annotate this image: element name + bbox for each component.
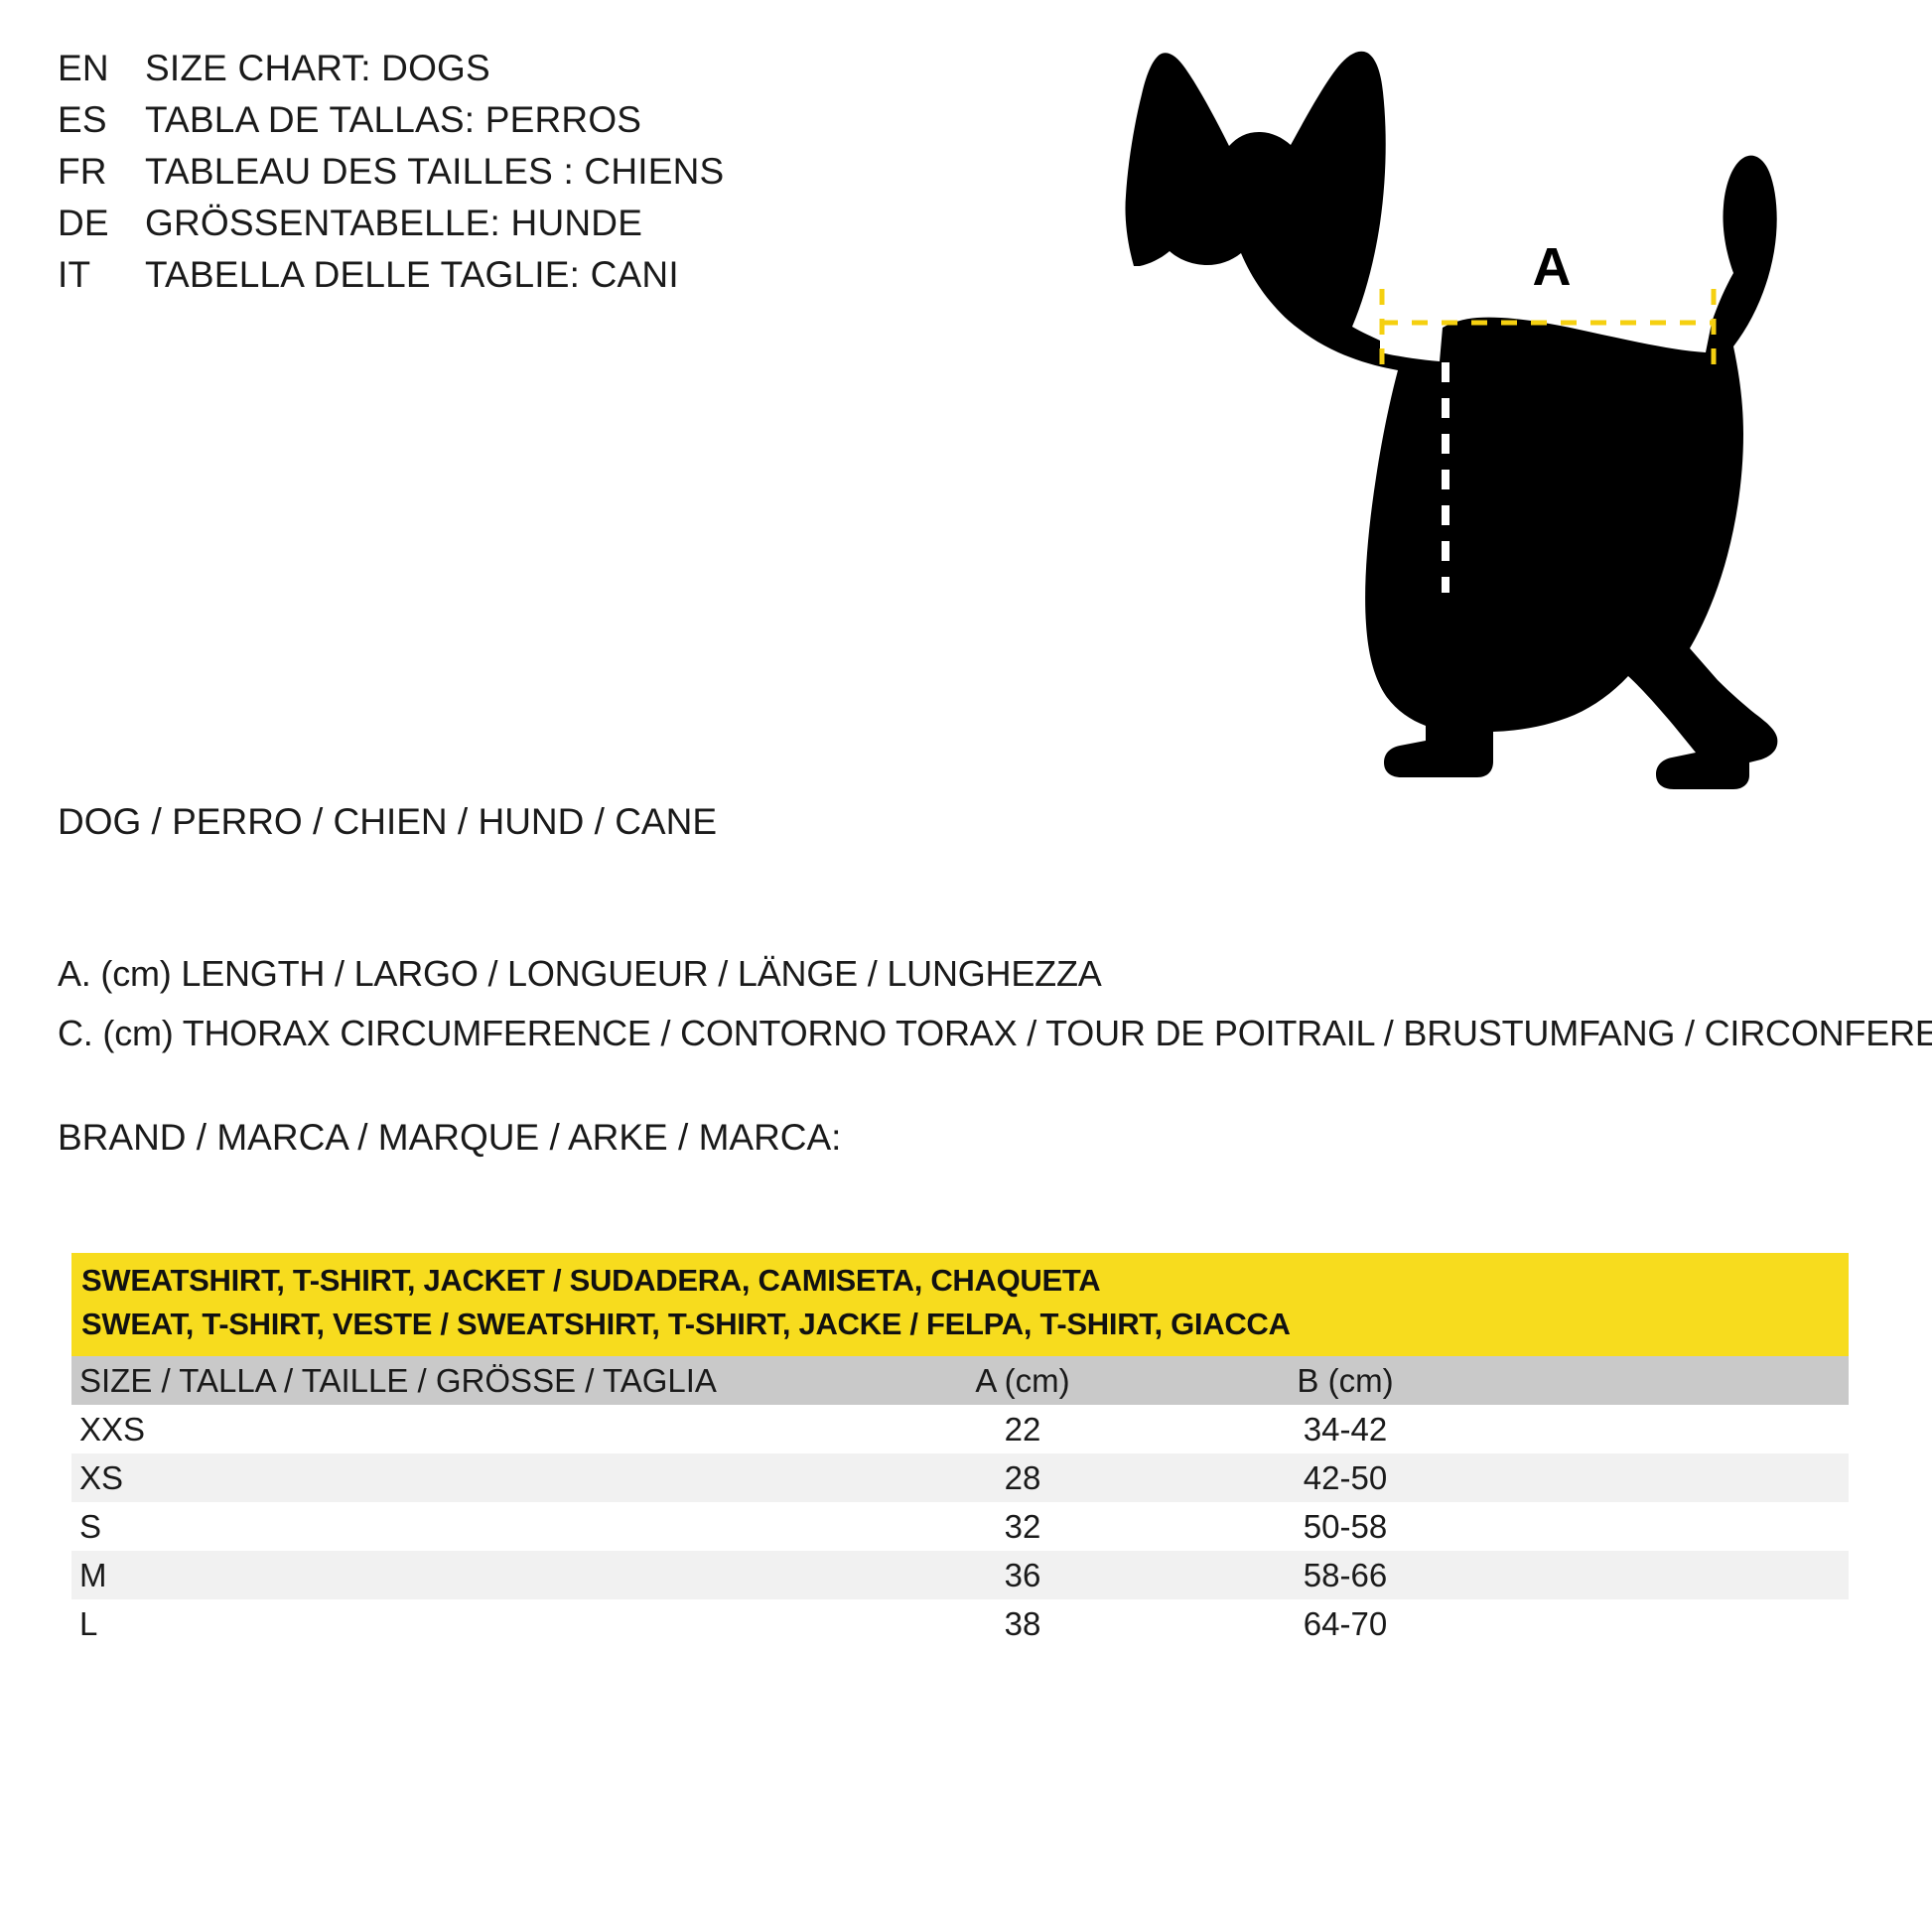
table-head: SIZE / TALLA / TAILLE / GRÖSSE / TAGLIA … bbox=[71, 1356, 1849, 1405]
measure-label-b: B bbox=[1428, 613, 1466, 672]
measurement-legend-c: C. (cm) THORAX CIRCUMFERENCE / CONTORNO … bbox=[58, 1013, 1932, 1053]
language-title-it: TABELLA DELLE TAGLIE: CANI bbox=[145, 254, 679, 295]
cell-spacer bbox=[1509, 1405, 1849, 1453]
language-code-de: DE bbox=[58, 203, 109, 243]
cell-spacer bbox=[1509, 1551, 1849, 1599]
brand-label: BRAND / MARCA / MARQUE / ARKE / MARCA: bbox=[58, 1117, 842, 1158]
table-row: XXS 22 34-42 bbox=[71, 1405, 1849, 1453]
banner-line-1: SWEATSHIRT, T-SHIRT, JACKET / SUDADERA, … bbox=[81, 1263, 1101, 1298]
language-title-fr: TABLEAU DES TAILLES : CHIENS bbox=[145, 151, 725, 192]
dog-caption-label: DOG / PERRO / CHIEN / HUND / CANE bbox=[58, 801, 718, 842]
cell-spacer bbox=[1509, 1502, 1849, 1551]
language-row-en: EN SIZE CHART: DOGS bbox=[58, 48, 892, 99]
cell-size: M bbox=[79, 1556, 107, 1593]
cell-spacer bbox=[1509, 1453, 1849, 1502]
column-header-size: SIZE / TALLA / TAILLE / GRÖSSE / TAGLIA bbox=[79, 1361, 717, 1399]
cell-size: XS bbox=[79, 1458, 124, 1496]
table-row: L 38 64-70 bbox=[71, 1599, 1849, 1648]
column-header-a: A (cm) bbox=[975, 1361, 1070, 1399]
measurement-legend-a: A. (cm) LENGTH / LARGO / LONGUEUR / LÄNG… bbox=[58, 953, 1102, 994]
dog-body-shape bbox=[1125, 51, 1778, 789]
language-title-en: SIZE CHART: DOGS bbox=[145, 48, 490, 88]
cell-b: 50-58 bbox=[1303, 1507, 1388, 1545]
size-chart-table-wrapper: SWEATSHIRT, T-SHIRT, JACKET / SUDADERA, … bbox=[71, 1253, 1849, 1648]
cell-a: 28 bbox=[1004, 1458, 1041, 1496]
table-body: XXS 22 34-42 XS 28 42-50 S 32 50-58 M 36… bbox=[71, 1405, 1849, 1648]
cell-b: 64-70 bbox=[1303, 1604, 1388, 1642]
banner-line-2: SWEAT, T-SHIRT, VESTE / SWEATSHIRT, T-SH… bbox=[81, 1307, 1291, 1341]
measure-marker-a bbox=[1379, 289, 1717, 365]
cell-a: 22 bbox=[1004, 1410, 1041, 1448]
table-row: S 32 50-58 bbox=[71, 1502, 1849, 1551]
column-header-spacer bbox=[1509, 1356, 1849, 1405]
language-row-fr: FR TABLEAU DES TAILLES : CHIENS bbox=[58, 151, 892, 203]
cell-size: XXS bbox=[79, 1410, 146, 1448]
language-header-block: EN SIZE CHART: DOGS ES TABLA DE TALLAS: … bbox=[58, 48, 892, 306]
language-row-it: IT TABELLA DELLE TAGLIE: CANI bbox=[58, 254, 892, 306]
table-category-banner: SWEATSHIRT, T-SHIRT, JACKET / SUDADERA, … bbox=[71, 1253, 1849, 1356]
language-code-fr: FR bbox=[58, 151, 107, 192]
language-code-it: IT bbox=[58, 254, 91, 295]
language-title-de: GRÖSSENTABELLE: HUNDE bbox=[145, 203, 643, 243]
measurement-legend: A. (cm) LENGTH / LARGO / LONGUEUR / LÄNG… bbox=[58, 953, 1932, 1072]
cell-a: 38 bbox=[1004, 1604, 1041, 1642]
measure-label-a: A bbox=[1533, 237, 1572, 297]
table-header-row: SIZE / TALLA / TAILLE / GRÖSSE / TAGLIA … bbox=[71, 1356, 1849, 1405]
dog-silhouette-figure: A B bbox=[1082, 25, 1896, 839]
size-chart-table: SIZE / TALLA / TAILLE / GRÖSSE / TAGLIA … bbox=[71, 1356, 1849, 1648]
language-row-de: DE GRÖSSENTABELLE: HUNDE bbox=[58, 203, 892, 254]
language-code-es: ES bbox=[58, 99, 107, 140]
table-row: XS 28 42-50 bbox=[71, 1453, 1849, 1502]
cell-size: L bbox=[79, 1604, 98, 1642]
language-code-en: EN bbox=[58, 48, 109, 88]
table-row: M 36 58-66 bbox=[71, 1551, 1849, 1599]
cell-size: S bbox=[79, 1507, 102, 1545]
cell-a: 36 bbox=[1004, 1556, 1041, 1593]
cell-a: 32 bbox=[1004, 1507, 1041, 1545]
cell-spacer bbox=[1509, 1599, 1849, 1648]
cell-b: 58-66 bbox=[1303, 1556, 1388, 1593]
column-header-b: B (cm) bbox=[1297, 1361, 1394, 1399]
language-row-es: ES TABLA DE TALLAS: PERROS bbox=[58, 99, 892, 151]
cell-b: 42-50 bbox=[1303, 1458, 1388, 1496]
cell-b: 34-42 bbox=[1303, 1410, 1388, 1448]
language-title-es: TABLA DE TALLAS: PERROS bbox=[145, 99, 642, 140]
